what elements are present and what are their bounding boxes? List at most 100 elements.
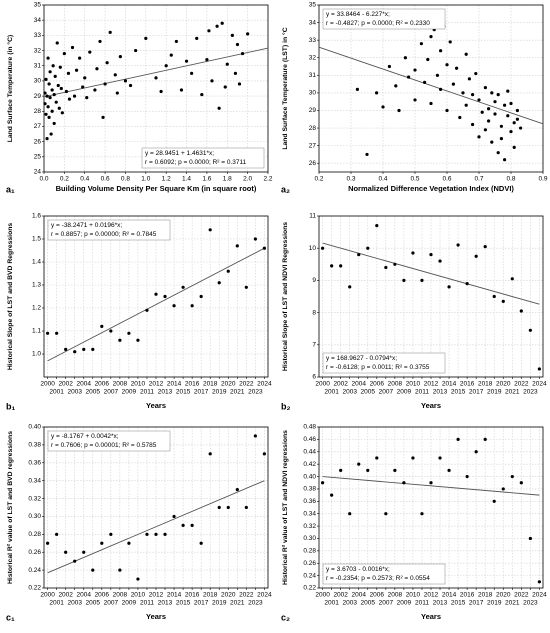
x-tick-label: 0.0 xyxy=(39,176,48,183)
data-point xyxy=(456,243,460,247)
x-tick-label: 2008 xyxy=(388,592,403,599)
y-tick-label: 0.32 xyxy=(303,523,316,530)
annotation: r = 0.6092; p = 0.0000; R² = 0.3711 xyxy=(145,159,247,166)
plot-frame xyxy=(318,215,544,378)
data-point xyxy=(366,246,370,250)
data-point xyxy=(397,108,401,113)
x-tick-label: 2004 xyxy=(352,381,367,388)
data-point xyxy=(163,294,167,299)
y-tick-label: 1.6 xyxy=(32,213,41,220)
x-axis-label: Years xyxy=(421,612,441,621)
x-tick-label: 0.6 xyxy=(101,176,110,183)
data-point xyxy=(528,536,532,541)
data-point xyxy=(387,64,391,69)
data-point xyxy=(109,329,113,333)
x-tick-label: 2017 xyxy=(194,600,209,607)
x-tick-label: 2010 xyxy=(131,381,146,388)
plot-area xyxy=(44,216,268,377)
data-point xyxy=(509,129,513,134)
data-point xyxy=(55,41,59,45)
x-tick-label: 2011 xyxy=(140,389,154,396)
x-tick-label: 2005 xyxy=(361,600,376,607)
data-point xyxy=(82,550,86,554)
data-point xyxy=(458,115,462,120)
data-point xyxy=(461,91,465,95)
y-tick-label: 29 xyxy=(309,107,317,114)
data-point xyxy=(100,324,104,328)
data-point xyxy=(115,91,119,95)
x-tick-label: 2000 xyxy=(40,592,55,599)
data-point xyxy=(471,93,475,97)
x-tick-label: 1.2 xyxy=(162,176,171,183)
y-tick-label: 28 xyxy=(34,108,42,115)
data-point xyxy=(118,338,122,342)
y-tick-label: 32 xyxy=(309,54,317,61)
y-tick-label: 0.24 xyxy=(28,567,41,574)
data-point xyxy=(447,468,451,472)
x-tick-label: 0.2 xyxy=(60,176,69,183)
y-axis-label: Historical Slope of LST and NDVI Regress… xyxy=(282,222,289,371)
data-point xyxy=(181,285,185,289)
data-point xyxy=(515,117,520,121)
x-tick-label: 2007 xyxy=(379,389,394,396)
data-point xyxy=(220,21,224,25)
x-tick-label: 2023 xyxy=(248,389,263,396)
data-point xyxy=(464,52,468,56)
data-point xyxy=(179,88,184,92)
data-point xyxy=(52,121,56,126)
x-tick-label: 2015 xyxy=(176,600,191,607)
data-point xyxy=(384,512,388,516)
data-point xyxy=(174,39,178,44)
y-tick-label: 30 xyxy=(309,90,317,97)
data-point xyxy=(237,82,242,86)
x-tick-label: 2011 xyxy=(415,600,429,607)
data-point xyxy=(429,101,433,106)
data-point xyxy=(465,282,469,286)
x-tick-label: 2001 xyxy=(324,389,339,396)
data-point xyxy=(225,62,229,66)
data-point xyxy=(447,285,451,289)
x-tick-label: 2014 xyxy=(442,592,457,599)
data-point xyxy=(58,65,62,69)
plot-area xyxy=(44,5,268,172)
x-tick-label: 2018 xyxy=(203,381,218,388)
data-point xyxy=(50,88,54,92)
data-point xyxy=(59,86,63,91)
y-axis-label: Historical R² value of LST and BVD regre… xyxy=(7,431,14,584)
x-tick-label: 2002 xyxy=(333,592,348,599)
x-tick-label: 2000 xyxy=(40,381,55,388)
x-tick-label: 2006 xyxy=(95,381,110,388)
annotation: r = -0.6128; p = 0.0011; R² = 0.3755 xyxy=(326,364,430,371)
data-point xyxy=(384,265,388,270)
annotation-box xyxy=(322,8,446,30)
data-point xyxy=(455,66,459,70)
y-tick-label: 0.32 xyxy=(28,495,41,502)
x-tick-label: 2014 xyxy=(167,592,182,599)
x-tick-label: 0.4 xyxy=(378,176,387,183)
x-tick-label: 2015 xyxy=(451,600,466,607)
data-point xyxy=(235,42,240,47)
x-tick-label: 2023 xyxy=(523,600,538,607)
x-tick-label: 2001 xyxy=(49,600,64,607)
x-tick-label: 0.7 xyxy=(474,176,483,183)
y-tick-label: 0.22 xyxy=(28,585,41,592)
data-point xyxy=(57,106,61,110)
x-tick-label: 2001 xyxy=(49,389,64,396)
y-tick-label: 11 xyxy=(309,213,316,220)
x-tick-label: 2000 xyxy=(315,381,330,388)
data-point xyxy=(217,281,221,285)
data-point xyxy=(215,24,219,28)
data-point xyxy=(70,45,75,50)
data-point xyxy=(253,237,257,241)
data-point xyxy=(44,112,48,116)
x-tick-label: 2002 xyxy=(58,381,73,388)
y-tick-label: 0.38 xyxy=(303,486,316,493)
annotation: r = 0.7606; p = 0.00001; R² = 0.5785 xyxy=(51,442,157,449)
x-tick-label: 2021 xyxy=(505,600,520,607)
data-point xyxy=(240,51,245,56)
data-point xyxy=(519,126,523,130)
x-tick-label: 2011 xyxy=(415,389,429,396)
y-tick-label: 26 xyxy=(34,138,42,145)
x-tick-label: 2024 xyxy=(532,381,547,388)
data-point xyxy=(190,71,194,75)
